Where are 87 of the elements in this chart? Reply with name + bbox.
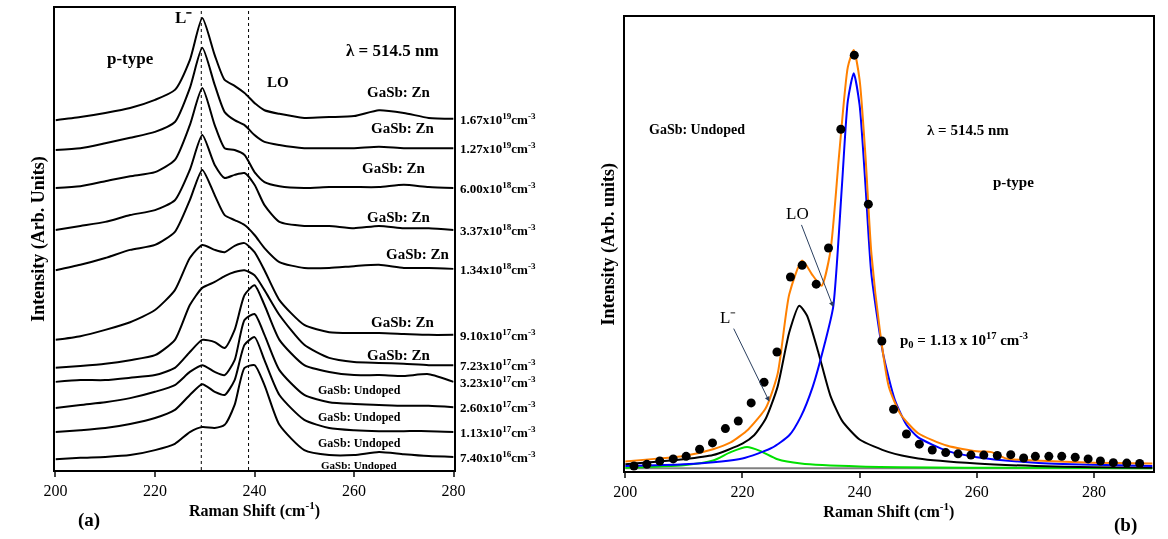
series-label: 1.13x10$^{17}$cm$^{-3}$ xyxy=(460,424,536,441)
point xyxy=(1057,451,1067,461)
x-tick-label: 220 xyxy=(143,482,167,500)
x-tick-label: 200 xyxy=(43,482,68,500)
text: (b) xyxy=(1114,514,1138,536)
x-tick-label: 260 xyxy=(964,483,989,501)
point xyxy=(953,449,963,459)
point xyxy=(733,416,743,426)
point xyxy=(797,260,807,270)
point xyxy=(1083,454,1093,464)
point xyxy=(863,199,873,209)
annotation: GaSb: Zn xyxy=(367,347,431,363)
annotation: λ = 514.5 nm xyxy=(927,122,1010,138)
x-tick-label: 280 xyxy=(1081,483,1106,501)
point xyxy=(966,450,976,460)
annotation: GaSb: Zn xyxy=(386,246,450,262)
point xyxy=(1135,459,1145,468)
point xyxy=(824,243,834,253)
annotation: GaSb: Undoped xyxy=(318,383,401,397)
point xyxy=(1044,451,1054,461)
point xyxy=(914,439,924,449)
point xyxy=(877,336,887,346)
x-tick-label: 240 xyxy=(847,483,872,501)
point xyxy=(836,124,846,134)
point xyxy=(720,424,730,434)
x-tick-label: 220 xyxy=(730,483,755,501)
series-label: 7.23x10$^{17}$cm$^{-3}$ xyxy=(460,357,536,374)
point xyxy=(642,459,652,469)
text: (a) xyxy=(78,509,101,531)
point xyxy=(901,429,911,439)
series-label: 1.67x10$^{19}$cm$^{-3}$ xyxy=(460,111,536,128)
point xyxy=(927,445,937,455)
annotation: p$_{0}$ = 1.13 x 10$^{17}$ cm$^{-3}$ xyxy=(900,330,1029,351)
annotation: GaSb: Undoped xyxy=(318,436,401,450)
series-label: 1.34x10$^{18}$cm$^{-3}$ xyxy=(460,261,536,278)
point xyxy=(979,450,989,460)
point xyxy=(849,50,859,60)
point xyxy=(1122,458,1132,468)
point xyxy=(992,451,1002,460)
annotation: L⁻ xyxy=(175,8,193,27)
point xyxy=(655,456,665,466)
point xyxy=(811,279,821,289)
series-label: 3.23x10$^{17}$cm$^{-3}$ xyxy=(460,374,536,391)
series-label: 1.27x10$^{19}$cm$^{-3}$ xyxy=(460,140,536,157)
point xyxy=(1006,450,1016,460)
point xyxy=(1108,458,1118,468)
point xyxy=(1019,453,1029,463)
annotation: GaSb: Zn xyxy=(371,120,435,136)
point xyxy=(1070,452,1080,462)
annotation: LO xyxy=(267,74,289,90)
x-axis-title: Raman Shift (cm$^{-1}$) xyxy=(823,500,955,522)
point xyxy=(889,404,899,414)
point xyxy=(695,444,705,454)
annotation: p-type xyxy=(107,49,154,68)
annotation: GaSb: Zn xyxy=(371,314,435,330)
point xyxy=(629,461,639,471)
y-axis-title: Intensity (Arb. units) xyxy=(597,162,619,326)
point xyxy=(668,454,678,464)
point xyxy=(772,347,782,357)
annotation: p-type xyxy=(993,174,1035,190)
annotation: GaSb: Undoped xyxy=(649,122,746,137)
annotation: GaSb: Undoped xyxy=(321,459,397,471)
x-tick-label: 260 xyxy=(342,482,367,500)
series-label: 7.40x10$^{16}$cm$^{-3}$ xyxy=(460,449,536,466)
annotation: GaSb: Undoped xyxy=(318,410,401,424)
x-tick-label: 200 xyxy=(613,483,638,501)
point xyxy=(708,438,717,448)
annotation: GaSb: Zn xyxy=(367,84,431,100)
x-tick-label: 240 xyxy=(242,482,267,500)
point xyxy=(681,451,691,461)
x-tick-label: 280 xyxy=(441,482,466,500)
series-label: 2.60x10$^{17}$cm$^{-3}$ xyxy=(460,399,536,416)
point xyxy=(785,272,795,282)
y-axis-title: Intensity (Arb. Units) xyxy=(28,156,50,322)
annotation: LO xyxy=(786,204,809,223)
x-axis-title: Raman Shift (cm$^{-1}$) xyxy=(188,499,321,520)
annotation: GaSb: Zn xyxy=(362,160,426,176)
annotation: λ = 514.5 nm xyxy=(346,41,439,60)
point xyxy=(1095,456,1105,466)
series-label: 6.00x10$^{18}$cm$^{-3}$ xyxy=(460,180,536,197)
annotation: GaSb: Zn xyxy=(367,209,431,225)
annotation: L⁻ xyxy=(720,308,737,327)
point xyxy=(746,398,756,408)
point xyxy=(1030,451,1040,461)
series-label: 3.37x10$^{18}$cm$^{-3}$ xyxy=(460,222,536,239)
point xyxy=(941,448,951,458)
series-label: 9.10x10$^{17}$cm$^{-3}$ xyxy=(460,327,536,344)
